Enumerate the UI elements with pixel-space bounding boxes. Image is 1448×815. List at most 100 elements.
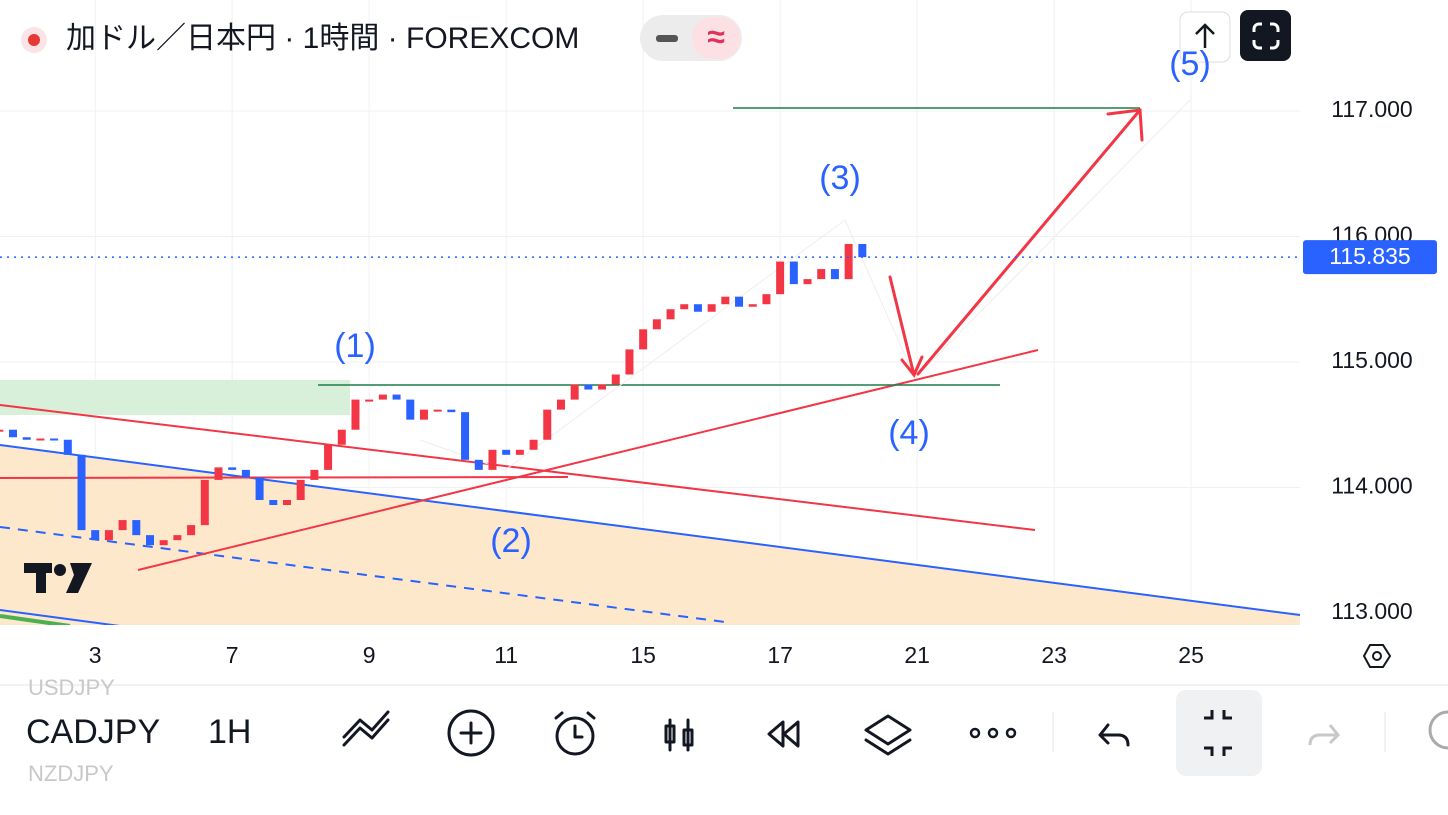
candle bbox=[104, 530, 113, 541]
trend-line bbox=[137, 349, 1039, 571]
candle bbox=[22, 437, 31, 440]
candle bbox=[515, 449, 524, 455]
candle bbox=[200, 479, 209, 526]
chart-type-button[interactable] bbox=[664, 718, 694, 752]
replay-button[interactable] bbox=[767, 720, 800, 748]
candle bbox=[406, 399, 415, 420]
x-tick-label: 23 bbox=[1041, 642, 1067, 668]
x-tick-label: 21 bbox=[904, 642, 930, 668]
candle bbox=[77, 454, 86, 531]
symbol-button[interactable]: CADJPY bbox=[26, 713, 160, 751]
channel-line bbox=[0, 526, 726, 623]
candles bbox=[0, 243, 867, 546]
candle bbox=[282, 500, 291, 506]
candle bbox=[132, 520, 141, 536]
candle bbox=[461, 412, 470, 460]
candle bbox=[488, 449, 497, 470]
candle bbox=[337, 429, 346, 445]
candle bbox=[680, 304, 689, 310]
candle bbox=[789, 261, 798, 285]
candle bbox=[830, 269, 839, 280]
candle bbox=[378, 394, 387, 400]
candle bbox=[118, 520, 127, 531]
settings-button[interactable] bbox=[1362, 644, 1392, 668]
arrows bbox=[888, 108, 1144, 378]
y-tick-label: 113.000 bbox=[1331, 598, 1412, 624]
collapse-button[interactable] bbox=[1176, 690, 1262, 776]
more-button[interactable] bbox=[969, 727, 1017, 739]
channel-line bbox=[0, 609, 121, 625]
x-tick-label: 25 bbox=[1178, 642, 1204, 668]
y-tick-label: 115.000 bbox=[1331, 347, 1412, 373]
y-tick-label: 117.000 bbox=[1331, 96, 1412, 122]
candle bbox=[255, 477, 264, 500]
icon bbox=[1372, 651, 1382, 661]
candle bbox=[269, 500, 278, 506]
candle bbox=[735, 296, 744, 307]
x-tick-label: 9 bbox=[363, 642, 376, 668]
candle bbox=[556, 399, 565, 410]
y-tick-label: 114.000 bbox=[1331, 473, 1412, 499]
interval-button[interactable]: 1H bbox=[208, 713, 251, 751]
symbol-prev[interactable]: USDJPY bbox=[28, 675, 115, 700]
zone bbox=[0, 445, 1300, 625]
x-tick-label: 11 bbox=[494, 642, 518, 668]
candle bbox=[474, 459, 483, 470]
drawing-tool[interactable] bbox=[342, 710, 390, 747]
candle bbox=[652, 319, 661, 330]
candle bbox=[693, 304, 702, 312]
candle bbox=[502, 449, 511, 455]
add-button[interactable] bbox=[447, 709, 495, 757]
candle bbox=[63, 439, 72, 455]
redo-button[interactable] bbox=[1308, 724, 1341, 746]
candle bbox=[214, 467, 223, 480]
candle bbox=[529, 439, 538, 450]
status-icon bbox=[692, 17, 740, 59]
x-tick-label: 3 bbox=[89, 642, 102, 668]
flag bbox=[28, 34, 40, 46]
trend-line bbox=[0, 476, 569, 479]
candle bbox=[584, 384, 593, 390]
channel-line bbox=[0, 614, 71, 625]
candle bbox=[858, 243, 867, 258]
candle bbox=[419, 409, 428, 420]
candle bbox=[447, 409, 456, 413]
candle bbox=[0, 429, 4, 432]
last-price-label: 115.835 bbox=[1329, 243, 1410, 269]
candle bbox=[173, 535, 182, 541]
x-tick-label: 7 bbox=[226, 642, 239, 668]
icon bbox=[1262, 20, 1270, 52]
icon bbox=[1204, 710, 1232, 756]
wave-path bbox=[419, 99, 1191, 471]
candle bbox=[296, 479, 305, 500]
candle bbox=[639, 329, 648, 350]
icon bbox=[1195, 23, 1215, 48]
candle bbox=[707, 304, 716, 312]
candle bbox=[91, 530, 100, 541]
chart-title: 加ドル／日本円 · 1時間 · FOREXCOM bbox=[66, 22, 579, 55]
wave-label: (4) bbox=[888, 414, 930, 452]
candle bbox=[9, 429, 18, 438]
candle bbox=[187, 525, 196, 536]
candle bbox=[324, 444, 333, 470]
drawings bbox=[0, 99, 1300, 625]
candle bbox=[598, 384, 607, 390]
candle bbox=[625, 349, 634, 375]
symbol-next[interactable]: NZDJPY bbox=[28, 761, 114, 786]
grid bbox=[0, 0, 1300, 625]
layers-button[interactable] bbox=[864, 714, 912, 756]
wave-label: (2) bbox=[490, 522, 532, 560]
idea-button[interactable] bbox=[1428, 710, 1448, 750]
x-tick-label: 17 bbox=[767, 642, 793, 668]
status-icon bbox=[656, 35, 678, 42]
candle bbox=[776, 261, 785, 295]
candle bbox=[721, 296, 730, 305]
wave-label: (5) bbox=[1169, 45, 1211, 83]
candle bbox=[570, 384, 579, 400]
alert-button[interactable] bbox=[555, 716, 595, 756]
candle bbox=[392, 394, 401, 400]
undo-button[interactable] bbox=[1098, 723, 1130, 747]
candle bbox=[36, 438, 45, 441]
candle bbox=[159, 540, 168, 546]
